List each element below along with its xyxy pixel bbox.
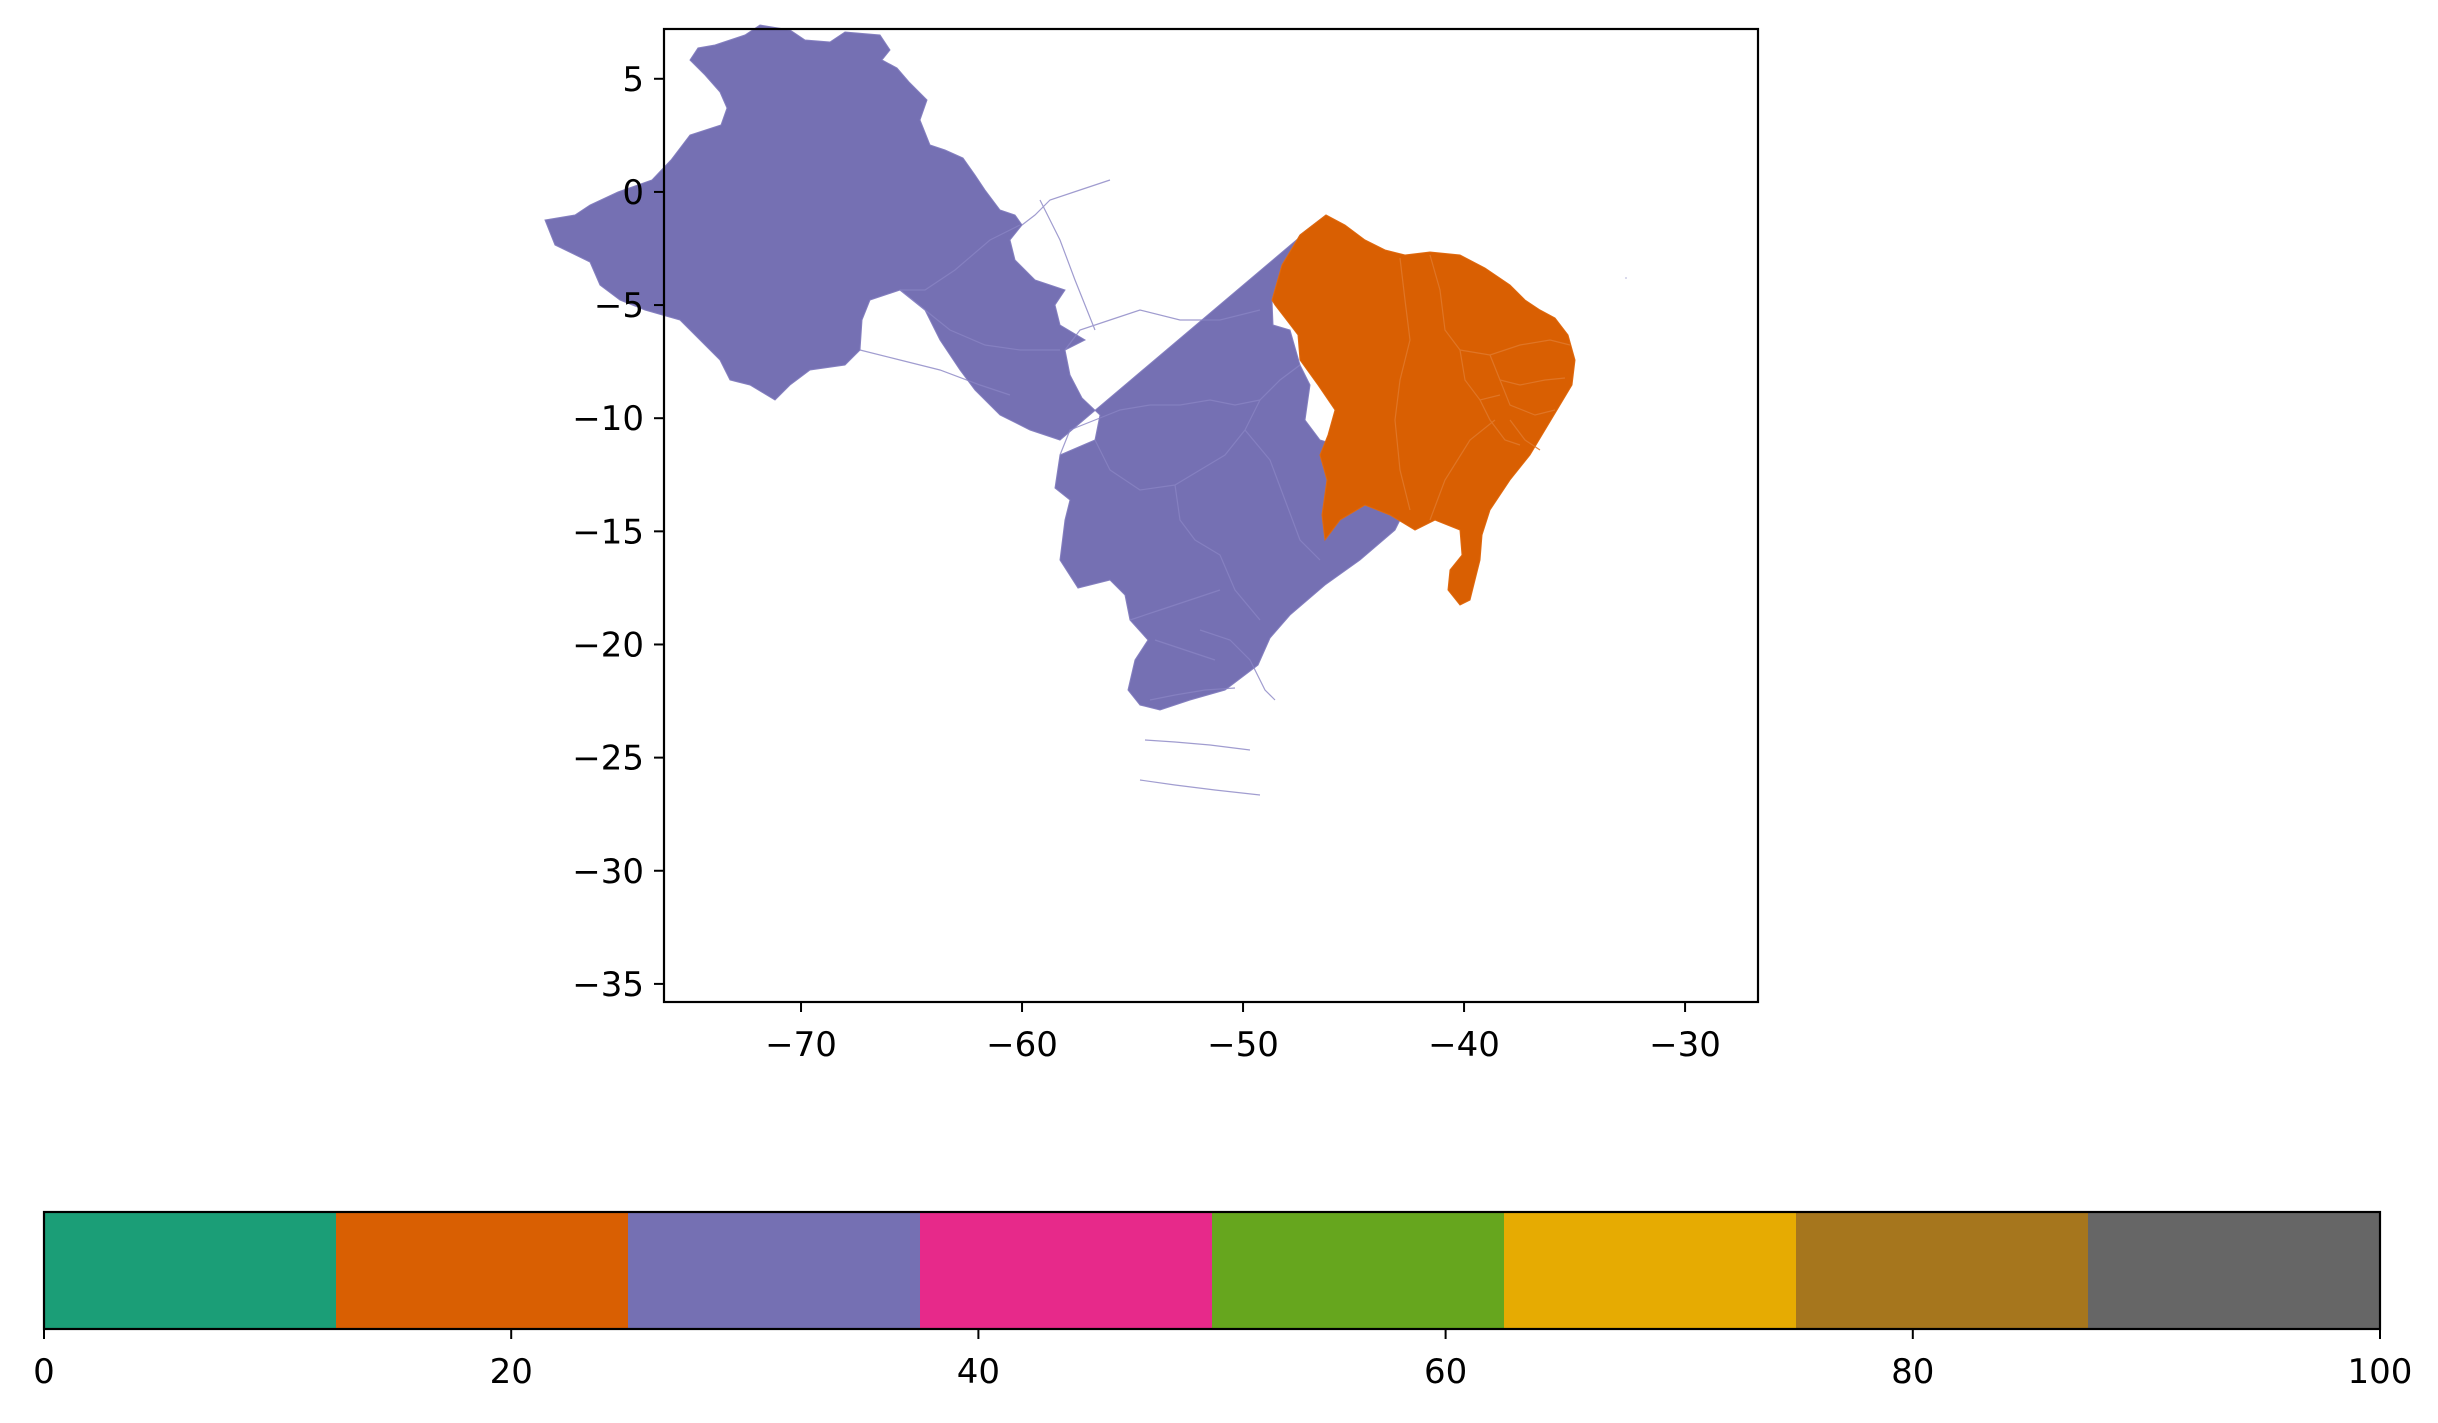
map-y-tick-label: 5 [622, 60, 644, 100]
map-y-tick-label: −30 [572, 852, 644, 892]
map-y-tick-label: −5 [594, 286, 644, 326]
colorbar-tick-label: 20 [490, 1352, 533, 1392]
map-y-tick-label: 0 [622, 173, 644, 213]
colorbar-tick-label: 0 [33, 1352, 55, 1392]
map-y-tick-label: −25 [572, 739, 644, 779]
state-boundaries [859, 179, 1321, 796]
map-x-tick-label: −50 [1207, 1025, 1279, 1065]
northeast-state-boundaries [1394, 254, 1571, 521]
colorbar-segment [628, 1212, 921, 1329]
map-y-ticks: 5 0 −5 −10 −15 −20 −25 −30 −35 [572, 60, 664, 1005]
brazil-northeast [1271, 214, 1576, 606]
colorbar-segment [2088, 1212, 2381, 1329]
map-axes: −70 −60 −50 −40 −30 5 0 −5 −10 −15 −20 −25 −30 −35 [544, 24, 1760, 1065]
map-y-tick-label: −15 [572, 512, 644, 552]
map-x-tick-label: −40 [1428, 1025, 1500, 1065]
colorbar: 0 20 40 60 80 100 [33, 1210, 2412, 1392]
colorbar-segment [44, 1212, 337, 1329]
island-speck [1625, 277, 1627, 279]
map-x-ticks: −70 −60 −50 −40 −30 [765, 1002, 1721, 1065]
colorbar-frame [42, 1210, 2382, 1331]
map-x-tick-label: −30 [1649, 1025, 1721, 1065]
map-y-tick-label: −35 [572, 965, 644, 1005]
colorbar-tick-label: 40 [957, 1352, 1000, 1392]
colorbar-segment [1796, 1212, 2089, 1329]
colorbar-tick-label: 100 [2348, 1352, 2413, 1392]
map-x-tick-label: −60 [986, 1025, 1058, 1065]
map-y-tick-label: −10 [572, 399, 644, 439]
colorbar-segment [920, 1212, 1213, 1329]
map-frame [662, 27, 1760, 1004]
colorbar-segments [44, 1212, 2381, 1329]
map-y-tick-label: −20 [572, 625, 644, 665]
colorbar-segment [1212, 1212, 1505, 1329]
colorbar-ticks: 0 20 40 60 80 100 [33, 1329, 2412, 1392]
map-x-tick-label: −70 [765, 1025, 837, 1065]
colorbar-segment [1504, 1212, 1797, 1329]
colorbar-tick-label: 80 [1891, 1352, 1934, 1392]
colorbar-tick-label: 60 [1424, 1352, 1467, 1392]
colorbar-segment [336, 1212, 629, 1329]
